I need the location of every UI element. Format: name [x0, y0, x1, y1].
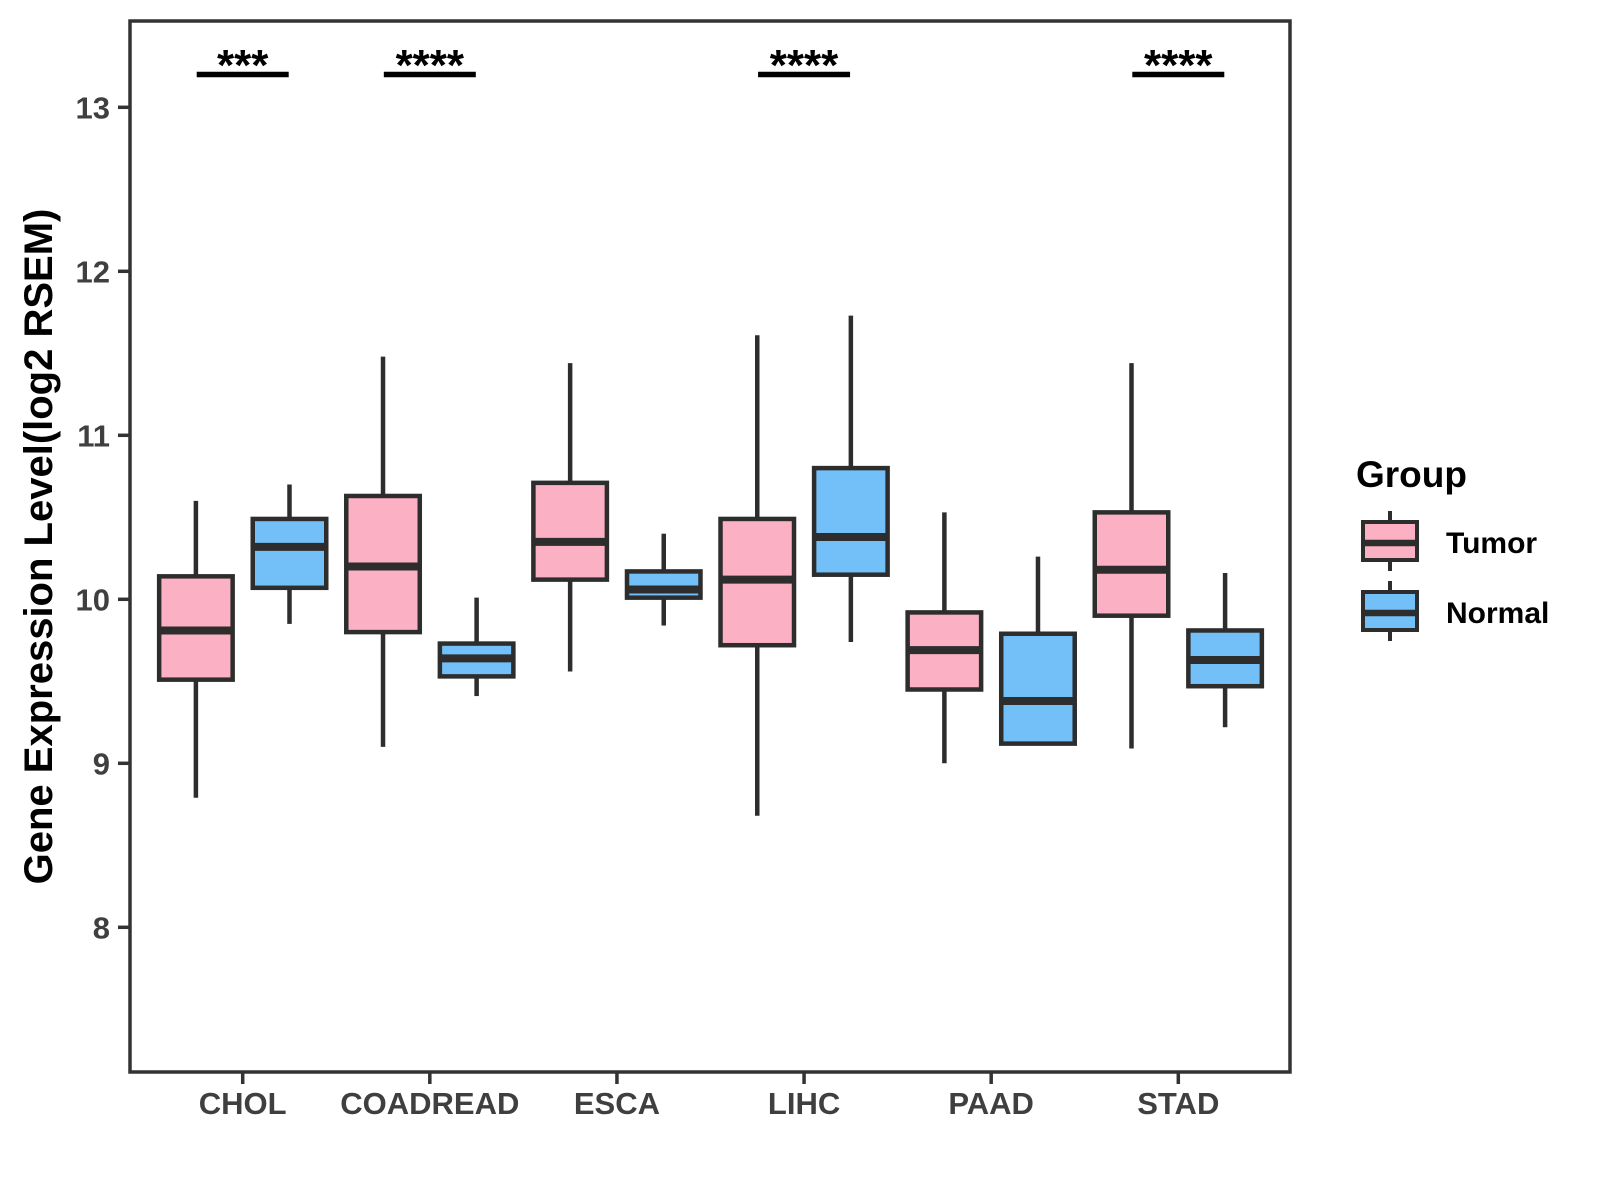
legend-label-tumor: Tumor — [1446, 527, 1537, 560]
significance-annotation-chol: *** — [196, 41, 289, 90]
box-tumor-lihc — [718, 335, 797, 816]
significance-stars: *** — [217, 41, 269, 90]
box-normal-coadread — [437, 597, 516, 697]
y-tick-label: 12 — [76, 254, 110, 289]
legend-key-normal: Normal — [1361, 581, 1549, 641]
box-tumor-chol — [156, 500, 235, 798]
box-tumor-esca — [531, 363, 610, 672]
iqr-box — [531, 480, 610, 582]
significance-stars: **** — [1144, 41, 1213, 90]
x-axis-label-chol: CHOL — [199, 1086, 287, 1121]
significance-stars: **** — [396, 41, 465, 90]
box-tumor-coadread — [344, 356, 423, 747]
x-axis-label-stad: STAD — [1137, 1086, 1219, 1121]
box-tumor-stad — [1092, 363, 1171, 749]
y-tick-label: 8 — [93, 910, 110, 945]
significance-stars: **** — [770, 41, 839, 90]
x-axis-label-coadread: COADREAD — [340, 1086, 519, 1121]
legend-label-normal: Normal — [1446, 597, 1549, 630]
box-normal-lihc — [811, 315, 890, 642]
box-normal-stad — [1186, 573, 1265, 728]
x-axis-label-lihc: LIHC — [768, 1086, 840, 1121]
iqr-box — [250, 516, 329, 591]
y-tick-label: 13 — [76, 90, 110, 125]
significance-annotation-lihc: **** — [758, 41, 851, 90]
legend-title: Group — [1356, 454, 1467, 495]
y-tick-label: 10 — [76, 582, 110, 617]
iqr-box — [998, 631, 1077, 746]
x-axis-label-paad: PAAD — [948, 1086, 1034, 1121]
y-axis-title: Gene Expression Level(log2 RSEM) — [17, 209, 61, 885]
significance-annotation-stad: **** — [1132, 41, 1225, 90]
x-axis-label-esca: ESCA — [574, 1086, 660, 1121]
box-normal-paad — [998, 556, 1077, 746]
iqr-box — [1092, 510, 1171, 618]
y-tick-label: 11 — [77, 418, 110, 453]
iqr-box — [811, 465, 890, 577]
box-normal-chol — [250, 484, 329, 624]
box-normal-esca — [624, 533, 703, 626]
iqr-box — [624, 569, 703, 600]
box-tumor-paad — [905, 512, 984, 764]
legend: Group Tumor Normal — [1356, 454, 1549, 641]
significance-annotation-coadread: **** — [383, 41, 476, 90]
legend-key-tumor: Tumor — [1361, 511, 1537, 571]
y-tick-label: 9 — [93, 746, 110, 781]
